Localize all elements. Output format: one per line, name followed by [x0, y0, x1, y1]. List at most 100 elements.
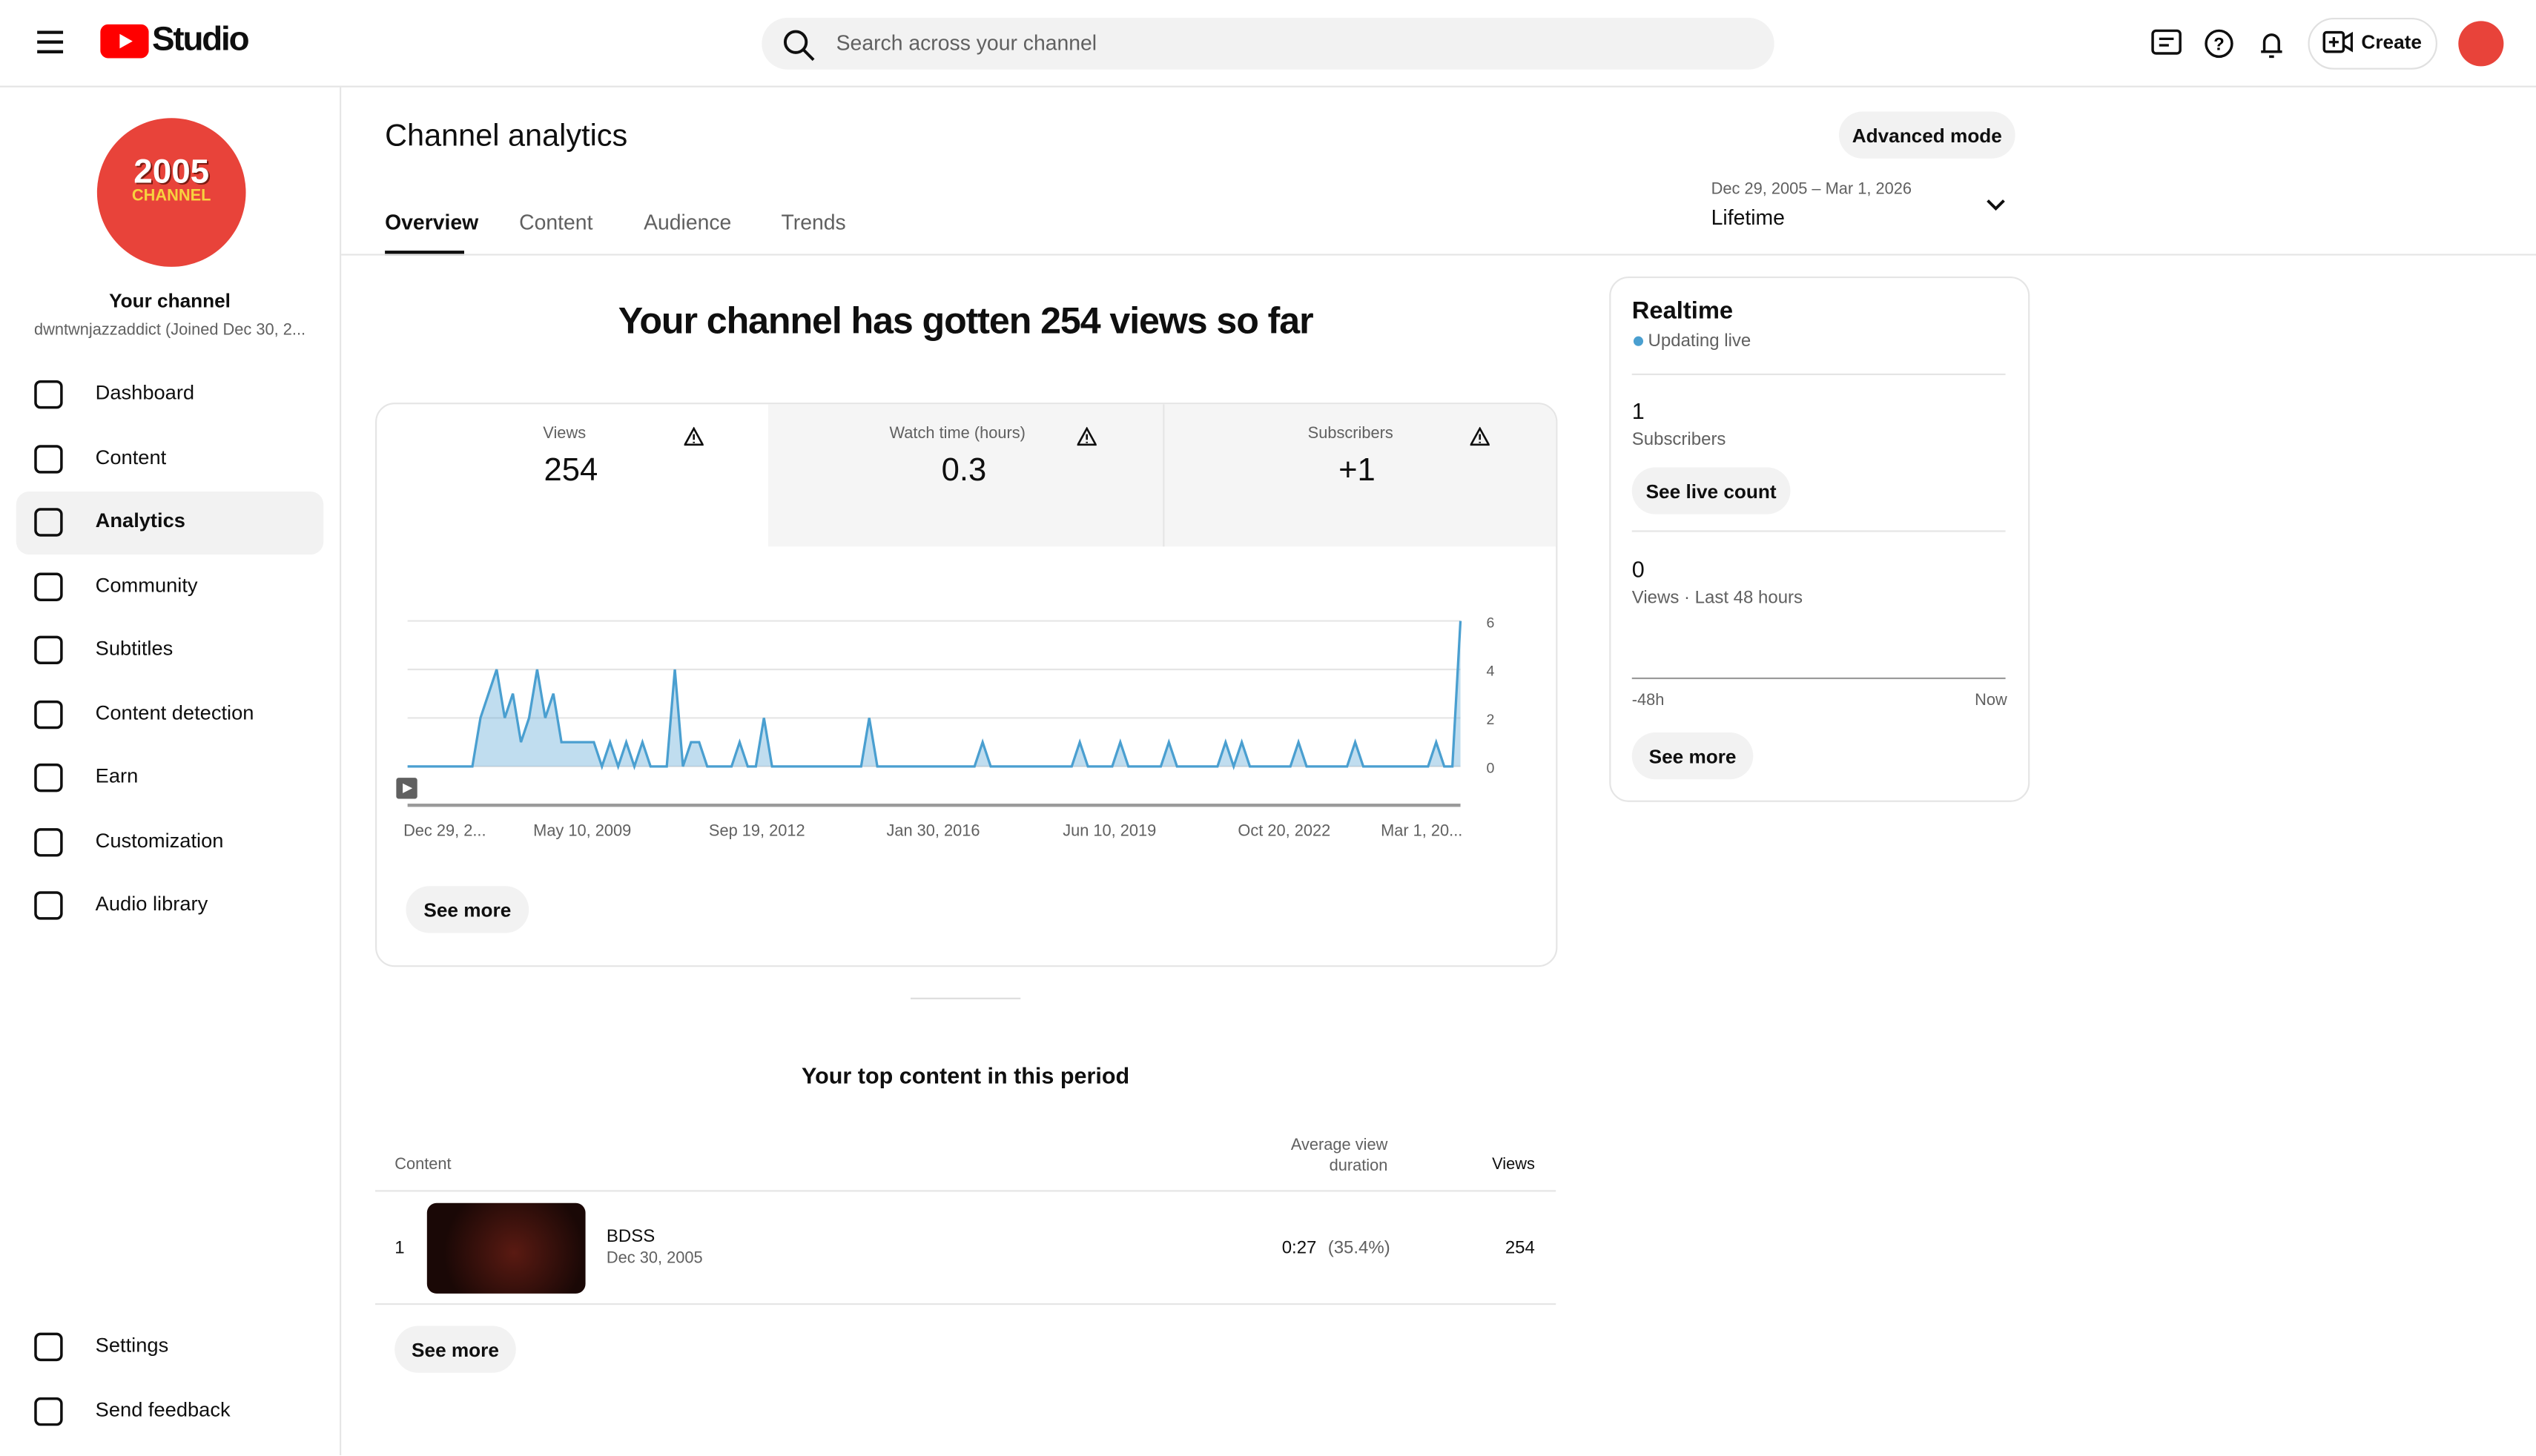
nav-item[interactable]: Earn	[95, 764, 139, 788]
nav-icon	[34, 508, 63, 537]
divider	[1631, 373, 2006, 376]
play-glyph	[403, 783, 413, 793]
nav-item[interactable]: Send feedback	[95, 1398, 231, 1422]
top-bar	[0, 0, 2536, 87]
live-dot	[1633, 336, 1644, 346]
menu-icon[interactable]	[36, 29, 65, 55]
metric-tab-bg	[768, 404, 1556, 547]
tabs-divider	[341, 254, 2536, 256]
logo-text[interactable]: Studio	[152, 21, 250, 59]
nav-item[interactable]: Audio library	[95, 892, 208, 916]
metric-value: +1	[1338, 452, 1376, 489]
metric-label[interactable]: Views	[543, 425, 587, 443]
metric-value: 254	[544, 452, 598, 489]
search-placeholder: Search across your channel	[836, 30, 1097, 56]
nav-icon	[34, 891, 63, 920]
nav-active-bg	[16, 492, 324, 555]
nav-icon	[34, 572, 63, 600]
views-label: Views · Last 48 hours	[1631, 588, 1803, 609]
tab[interactable]: Trends	[781, 210, 846, 235]
nav-item[interactable]: Community	[95, 573, 198, 596]
overview-card	[375, 403, 1558, 967]
warning-icon	[1076, 426, 1097, 446]
views-area	[407, 621, 1461, 767]
sidebar-divider	[340, 87, 342, 1456]
col-content: Content	[394, 1156, 452, 1174]
video-date: Dec 30, 2005	[606, 1250, 703, 1268]
nav-item[interactable]: Dashboard	[95, 381, 195, 405]
search-box[interactable]	[762, 17, 1774, 70]
views-line	[407, 621, 1462, 771]
y-tick-label: 6	[1486, 615, 1494, 631]
nav-icon	[34, 699, 63, 729]
tab[interactable]: Audience	[644, 210, 732, 235]
axis-end: Now	[1975, 692, 2007, 710]
avd-pct: (35.4%)	[1327, 1238, 1390, 1258]
nav-item[interactable]: Content	[95, 445, 167, 469]
subs-label: Subscribers	[1631, 430, 1726, 450]
x-tick-label: May 10, 2009	[533, 821, 631, 840]
x-tick-label: Jun 10, 2019	[1063, 821, 1156, 840]
axis-start: -48h	[1631, 692, 1665, 710]
page-title: Channel analytics	[385, 119, 628, 154]
table-rule	[375, 1303, 1556, 1306]
nav-icon	[34, 444, 63, 473]
col-avd: Average view duration	[1290, 1136, 1388, 1176]
metric-label[interactable]: Watch time (hours)	[889, 425, 1026, 443]
period-dropdown[interactable]	[1984, 197, 2007, 214]
nav-item[interactable]: Settings	[95, 1334, 169, 1357]
views-chart: 0 2 4 6 Dec 29, 2... May 10, 2009 Sep 19, 2012…	[396, 615, 1494, 840]
nav-item[interactable]: Subtitles	[95, 637, 174, 660]
tab-indicator	[385, 251, 464, 256]
date-range[interactable]: Dec 29, 2005 – Mar 1, 2026	[1711, 181, 1912, 199]
col-views: Views	[1492, 1156, 1535, 1174]
advanced-mode-button[interactable]: Advanced mode	[1838, 111, 2015, 159]
svg-text:?: ?	[2213, 35, 2225, 55]
divider	[1631, 530, 2006, 532]
realtime-see-more[interactable]: See more	[1631, 732, 1754, 780]
channel-label: Your channel	[109, 289, 231, 312]
thumbnail[interactable]	[426, 1202, 586, 1294]
nav-icon	[34, 635, 63, 665]
metric-label[interactable]: Subscribers	[1307, 425, 1393, 443]
nav-icon	[34, 763, 63, 792]
period[interactable]: Lifetime	[1711, 205, 1785, 230]
nav-icon	[34, 1332, 63, 1362]
channel-avatar	[96, 118, 246, 267]
realtime-title: Realtime	[1631, 297, 1734, 325]
nav-icon	[34, 827, 63, 856]
metric-divider	[1163, 404, 1165, 547]
tab[interactable]: Overview	[385, 210, 479, 235]
top-content-see-more[interactable]: See more	[394, 1326, 516, 1373]
x-tick-label: Mar 1, 20...	[1381, 821, 1462, 840]
row-views: 254	[1505, 1238, 1535, 1258]
nav-icon	[34, 380, 63, 409]
create-icon	[2322, 30, 2353, 53]
realtime-card	[1609, 276, 2030, 802]
video-title[interactable]: BDSS	[606, 1227, 656, 1247]
live-count-button[interactable]: See live count	[1631, 467, 1791, 514]
x-tick-label: Dec 29, 2...	[403, 821, 486, 840]
warning-icon	[1469, 426, 1490, 446]
see-more-button[interactable]: See more	[406, 886, 529, 933]
youtube-logo[interactable]	[100, 24, 149, 59]
avd-value: 0:27	[1281, 1238, 1317, 1258]
nav-item[interactable]: Content detection	[95, 701, 254, 724]
nav-item[interactable]: Customization	[95, 828, 224, 852]
tab[interactable]: Content	[519, 210, 593, 235]
row-rank: 1	[394, 1238, 405, 1258]
header-icons[interactable]: ?	[2151, 27, 2296, 60]
x-tick-label: Jan 30, 2016	[886, 821, 980, 840]
create-label[interactable]: Create	[2361, 30, 2422, 53]
realtime-axis	[1631, 677, 2006, 680]
create-button[interactable]	[2308, 17, 2437, 70]
account-avatar[interactable]	[2458, 21, 2504, 67]
metric-value: 0.3	[941, 452, 987, 489]
nav-item[interactable]: Analytics	[95, 509, 185, 532]
nav-icon	[34, 1397, 63, 1426]
warning-icon	[683, 426, 704, 446]
avatar-subtext: CHANNEL	[131, 188, 211, 206]
subs-value: 1	[1631, 397, 1645, 424]
